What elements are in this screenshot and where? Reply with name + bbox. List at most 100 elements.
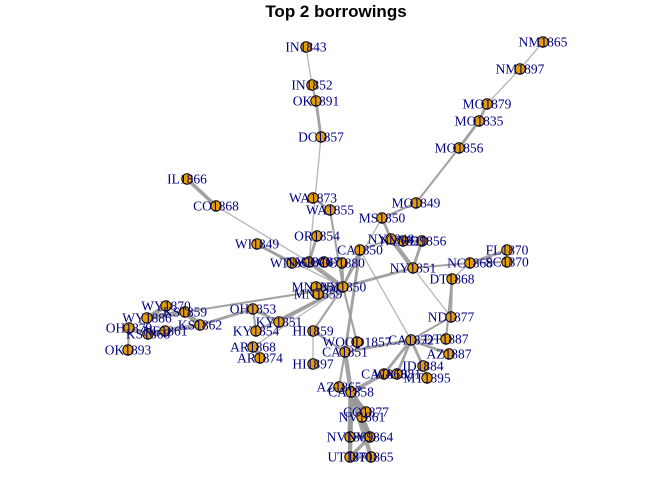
- node-nm1865[interactable]: [537, 36, 549, 48]
- node-mt1895[interactable]: [421, 372, 433, 384]
- node-dt1887[interactable]: [440, 333, 452, 345]
- node-nv1869[interactable]: [344, 431, 356, 443]
- node-ne1861[interactable]: [159, 325, 171, 337]
- node-label-ny1848: NY1848: [368, 232, 415, 247]
- node-wa1855[interactable]: [324, 204, 336, 216]
- node-sc1870[interactable]: [501, 256, 513, 268]
- node-oh1853[interactable]: [247, 303, 259, 315]
- node-nd1877[interactable]: [445, 311, 457, 323]
- node-ny1876[interactable]: [303, 256, 315, 268]
- node-ny1848[interactable]: [385, 233, 397, 245]
- node-ut1865[interactable]: [365, 451, 377, 463]
- node-fl1870[interactable]: [501, 244, 513, 256]
- node-ks1862[interactable]: [194, 319, 206, 331]
- node-ms1850[interactable]: [376, 212, 388, 224]
- node-label-il1866: IL1866: [167, 172, 207, 187]
- node-in1852[interactable]: [306, 79, 318, 91]
- node-label-fl1870: FL1870: [486, 243, 529, 258]
- node-az1865[interactable]: [333, 381, 345, 393]
- node-label-wi1849: WI1849: [235, 237, 279, 252]
- node-wi1849[interactable]: [251, 238, 263, 250]
- node-label-or1854: OR1854: [294, 229, 340, 244]
- node-nm1897[interactable]: [514, 63, 526, 75]
- node-label-mo1835: MO1835: [455, 114, 504, 129]
- edge-CA1851-CA1858: [342, 349, 354, 395]
- node-wa1873[interactable]: [307, 192, 319, 204]
- node-ky1851[interactable]: [273, 316, 285, 328]
- node-label-ut1870: UT1870: [328, 450, 373, 465]
- node-hi1859[interactable]: [307, 325, 319, 337]
- node-label-mo1856: MO1856: [435, 141, 484, 156]
- node-ok1891[interactable]: [310, 95, 322, 107]
- node-co1870[interactable]: [318, 256, 330, 268]
- node-mo1849[interactable]: [410, 197, 422, 209]
- node-label-ks1859: KS1859: [163, 305, 208, 320]
- node-mo1856[interactable]: [453, 142, 465, 154]
- node-ut1870[interactable]: [344, 451, 356, 463]
- node-label-ca1858: CA1858: [328, 385, 374, 400]
- node-ny1850[interactable]: [337, 281, 349, 293]
- node-ar1874[interactable]: [254, 352, 266, 364]
- node-oh1879[interactable]: [123, 322, 135, 334]
- node-nv1864[interactable]: [364, 431, 376, 443]
- node-wy1870[interactable]: [160, 300, 172, 312]
- node-dc1857[interactable]: [315, 131, 327, 143]
- node-wa1881[interactable]: [391, 368, 403, 380]
- edge-CA1858-UT1865: [348, 389, 374, 460]
- edge-WI1849-NY1850: [256, 243, 344, 288]
- edge-CA1850-CA1872: [359, 249, 412, 341]
- node-ar1868[interactable]: [247, 341, 259, 353]
- node-md1856[interactable]: [416, 235, 428, 247]
- node-ny1851[interactable]: [407, 262, 419, 274]
- node-ca1872[interactable]: [405, 334, 417, 346]
- edge-CO1868-NY1876: [215, 205, 310, 263]
- node-label-ny1850: NY1850: [320, 280, 367, 295]
- edge-AR1868-NY1850: [252, 286, 344, 348]
- node-co1877[interactable]: [360, 406, 372, 418]
- node-mo1835[interactable]: [473, 115, 485, 127]
- node-hi1897[interactable]: [307, 358, 319, 370]
- node-wy1886[interactable]: [141, 312, 153, 324]
- node-id1884[interactable]: [417, 360, 429, 372]
- edge-NY1851-NC1868: [411, 261, 472, 270]
- node-label-id1884: ID1884: [402, 359, 443, 374]
- node-label-in1843: IN1843: [285, 40, 326, 55]
- node-dt1868[interactable]: [446, 273, 458, 285]
- node-wood1857[interactable]: [351, 336, 363, 348]
- edge-NY1848-NY1851: [388, 236, 416, 271]
- node-label-wy1870: WY1870: [141, 299, 191, 314]
- node-az1887[interactable]: [443, 348, 455, 360]
- node-ca1850[interactable]: [354, 244, 366, 256]
- node-mn1859[interactable]: [312, 288, 324, 300]
- node-co1880[interactable]: [336, 257, 348, 269]
- edge-CA1868-CA1858: [349, 372, 386, 394]
- node-label-ms1850: MS1850: [359, 211, 406, 226]
- node-in1843[interactable]: [300, 41, 312, 53]
- edge-HI1859-NY1850: [311, 285, 345, 333]
- node-il1866[interactable]: [181, 173, 193, 185]
- node-nc1868[interactable]: [464, 257, 476, 269]
- node-label-co1870: CO1870: [301, 255, 347, 270]
- node-co1868[interactable]: [210, 200, 222, 212]
- node-ca1858[interactable]: [345, 386, 357, 398]
- node-ok1893[interactable]: [122, 344, 134, 356]
- node-label-wa1881: WA1881: [373, 367, 421, 382]
- node-wi1858[interactable]: [286, 257, 298, 269]
- node-label-ne1861: NE1861: [143, 324, 188, 339]
- node-label-dt1868: DT1868: [430, 272, 475, 287]
- node-ks1868[interactable]: [142, 328, 154, 340]
- node-label-hi1897: HI1897: [292, 357, 333, 372]
- edge-ND1877-NY1851: [412, 267, 452, 318]
- node-ny1829[interactable]: [397, 235, 409, 247]
- node-or1854[interactable]: [311, 230, 323, 242]
- node-ks1859[interactable]: [179, 306, 191, 318]
- node-ky1854[interactable]: [250, 325, 262, 337]
- node-label-ky1854: KY1854: [233, 324, 280, 339]
- node-label-ar1868: AR1868: [230, 340, 276, 355]
- node-mo1879[interactable]: [481, 98, 493, 110]
- node-ca1851[interactable]: [339, 346, 351, 358]
- node-ca1868[interactable]: [378, 368, 390, 380]
- edge-IN1843-IN1852: [305, 46, 313, 86]
- node-label-mo1849: MO1849: [392, 196, 441, 211]
- node-label-nv1864: NV1864: [347, 430, 394, 445]
